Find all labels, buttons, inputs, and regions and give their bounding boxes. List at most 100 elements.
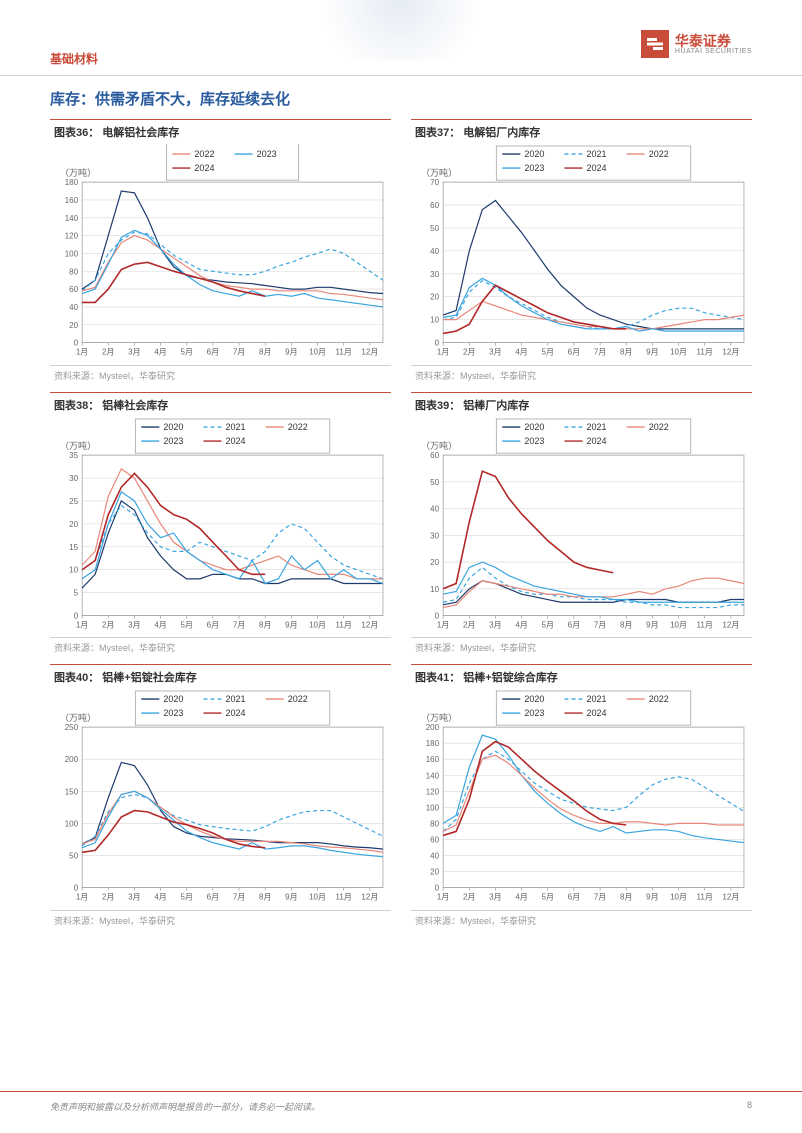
svg-text:3月: 3月: [489, 348, 501, 357]
svg-text:30: 30: [430, 531, 439, 540]
svg-text:6月: 6月: [207, 620, 219, 629]
svg-text:20: 20: [430, 868, 439, 877]
svg-text:4月: 4月: [515, 348, 527, 357]
svg-text:15: 15: [69, 542, 78, 551]
svg-text:20: 20: [69, 321, 78, 330]
chart-source: 资料来源：Mysteel，华泰研究: [50, 637, 391, 654]
svg-text:60: 60: [69, 285, 78, 294]
svg-text:2024: 2024: [587, 436, 607, 446]
svg-text:2月: 2月: [102, 893, 114, 902]
chart-svg: 0102030405060701月2月3月4月5月6月7月8月9月10月11月1…: [411, 144, 752, 365]
svg-text:180: 180: [65, 178, 79, 187]
svg-text:70: 70: [430, 178, 439, 187]
svg-text:2023: 2023: [163, 436, 183, 446]
svg-text:10: 10: [430, 316, 439, 325]
svg-text:0: 0: [74, 884, 79, 893]
charts-grid: 图表36： 电解铝社会库存0204060801001201401601801月2…: [0, 119, 802, 927]
svg-text:3月: 3月: [489, 620, 501, 629]
svg-text:140: 140: [65, 214, 79, 223]
category-label: 基础材料: [50, 30, 98, 67]
svg-text:10月: 10月: [670, 893, 687, 902]
chart-svg: 051015202530351月2月3月4月5月6月7月8月9月10月11月12…: [50, 417, 391, 638]
svg-text:0: 0: [74, 611, 79, 620]
chart-block: 图表38： 铝棒社会库存051015202530351月2月3月4月5月6月7月…: [50, 392, 391, 655]
svg-text:60: 60: [430, 201, 439, 210]
series-s2024: [443, 471, 613, 589]
svg-text:1月: 1月: [76, 893, 88, 902]
svg-text:20: 20: [430, 558, 439, 567]
series-s2023: [443, 278, 744, 331]
svg-text:（万吨）: （万吨）: [60, 712, 96, 723]
svg-text:200: 200: [426, 723, 440, 732]
svg-text:1月: 1月: [76, 620, 88, 629]
svg-text:25: 25: [69, 497, 78, 506]
svg-text:10月: 10月: [309, 893, 326, 902]
svg-text:140: 140: [426, 772, 440, 781]
svg-text:2023: 2023: [257, 149, 277, 159]
svg-text:12月: 12月: [722, 620, 739, 629]
svg-text:7月: 7月: [594, 893, 606, 902]
svg-text:12月: 12月: [361, 348, 378, 357]
svg-text:2022: 2022: [288, 422, 308, 432]
svg-text:9月: 9月: [285, 620, 297, 629]
svg-text:11月: 11月: [697, 348, 713, 357]
svg-text:9月: 9月: [285, 348, 297, 357]
chart-source: 资料来源：Mysteel，华泰研究: [411, 910, 752, 927]
company-logo: 华泰证券 HUATAI SECURITIES: [641, 30, 752, 58]
svg-text:2022: 2022: [288, 694, 308, 704]
logo-icon: [641, 30, 669, 58]
svg-text:35: 35: [69, 451, 78, 460]
svg-text:12月: 12月: [361, 620, 378, 629]
svg-text:4月: 4月: [515, 893, 527, 902]
svg-text:2月: 2月: [463, 348, 475, 357]
svg-text:40: 40: [430, 852, 439, 861]
svg-text:2021: 2021: [226, 694, 246, 704]
svg-text:（万吨）: （万吨）: [60, 440, 96, 451]
series-s2022: [82, 792, 383, 853]
svg-text:8月: 8月: [259, 620, 271, 629]
svg-text:3月: 3月: [128, 348, 140, 357]
series-s2020: [82, 191, 383, 293]
svg-text:8月: 8月: [259, 348, 271, 357]
svg-text:2024: 2024: [194, 163, 214, 173]
svg-text:2021: 2021: [587, 694, 607, 704]
chart-source: 资料来源：Mysteel，华泰研究: [50, 910, 391, 927]
svg-text:5月: 5月: [181, 893, 193, 902]
svg-text:2023: 2023: [163, 708, 183, 718]
svg-text:5月: 5月: [542, 893, 554, 902]
svg-text:40: 40: [430, 504, 439, 513]
chart-title: 图表38： 铝棒社会库存: [50, 392, 391, 417]
svg-text:0: 0: [74, 339, 79, 348]
series-s2023: [443, 735, 744, 843]
svg-text:2020: 2020: [163, 422, 183, 432]
svg-text:2024: 2024: [226, 708, 246, 718]
svg-text:180: 180: [426, 739, 440, 748]
svg-text:1月: 1月: [76, 348, 88, 357]
svg-text:（万吨）: （万吨）: [421, 167, 457, 178]
svg-text:11月: 11月: [336, 620, 352, 629]
svg-text:（万吨）: （万吨）: [421, 712, 457, 723]
svg-text:6月: 6月: [568, 620, 580, 629]
chart-svg: 0204060801001201401601802001月2月3月4月5月6月7…: [411, 689, 752, 910]
legend-box: [166, 144, 298, 180]
svg-text:1月: 1月: [437, 620, 449, 629]
svg-text:3月: 3月: [128, 620, 140, 629]
page-header: 基础材料 华泰证券 HUATAI SECURITIES: [0, 0, 802, 76]
svg-text:120: 120: [65, 232, 79, 241]
section-title: 库存：供需矛盾不大，库存延续去化: [0, 76, 802, 119]
svg-text:50: 50: [430, 478, 439, 487]
svg-text:80: 80: [430, 820, 439, 829]
svg-text:200: 200: [65, 755, 79, 764]
chart-block: 图表37： 电解铝厂内库存0102030405060701月2月3月4月5月6月…: [411, 119, 752, 382]
chart-title: 图表40： 铝棒+铝锭社会库存: [50, 664, 391, 689]
svg-text:160: 160: [426, 755, 440, 764]
series-s2021: [82, 795, 383, 846]
svg-text:（万吨）: （万吨）: [60, 167, 96, 178]
svg-text:40: 40: [430, 247, 439, 256]
series-s2021: [443, 567, 744, 607]
svg-text:4月: 4月: [154, 620, 166, 629]
svg-text:2021: 2021: [587, 149, 607, 159]
svg-text:2023: 2023: [524, 163, 544, 173]
svg-text:1月: 1月: [437, 348, 449, 357]
svg-text:2月: 2月: [102, 620, 114, 629]
